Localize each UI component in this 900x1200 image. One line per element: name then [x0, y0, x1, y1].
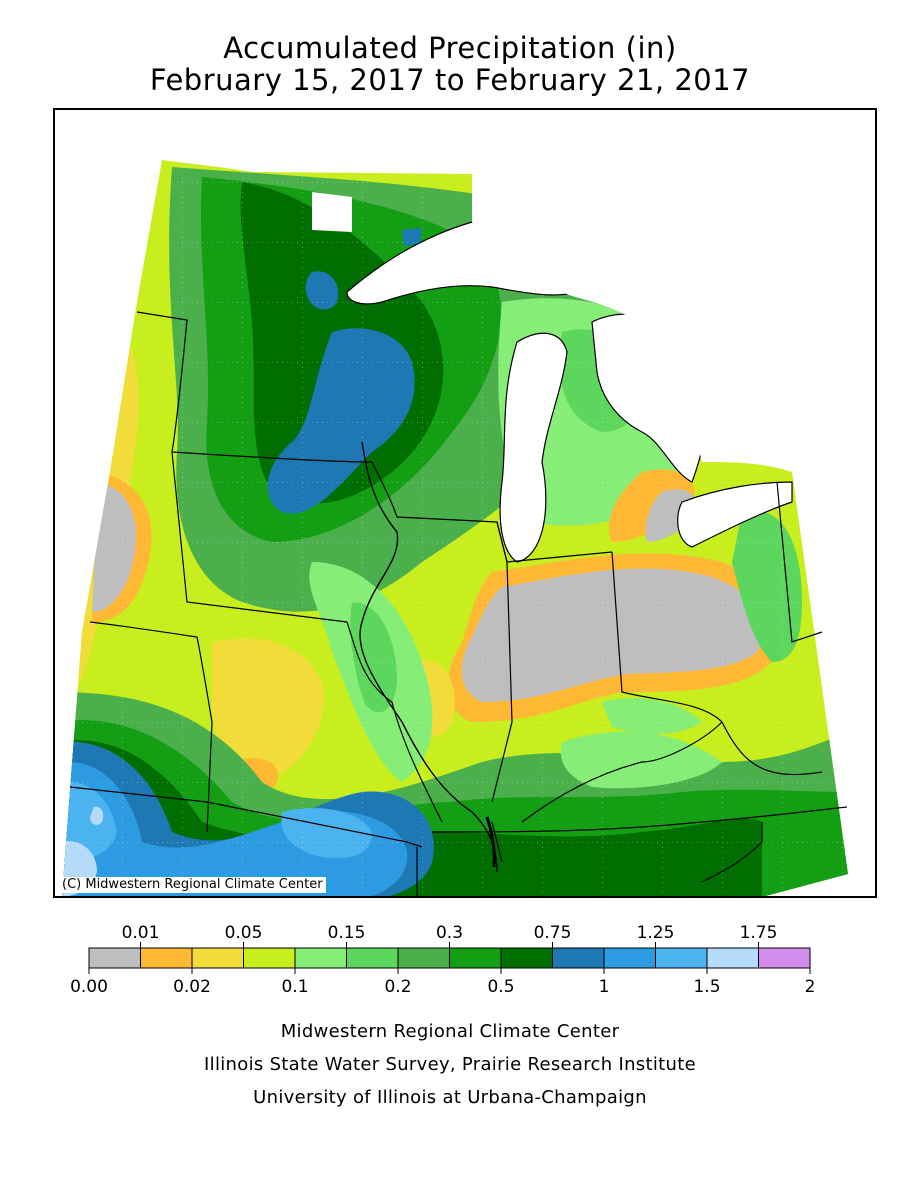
legend-bottom-label: 0.1	[281, 977, 308, 997]
legend-swatch	[655, 947, 708, 969]
precipitation-map: (C) Midwestern Regional Climate Center	[53, 108, 877, 898]
legend-swatch	[500, 947, 553, 969]
northwest-notch	[312, 192, 352, 232]
lake-michigan	[499, 332, 568, 563]
state-boundaries	[69, 311, 848, 896]
precipitation-map-svg	[62, 110, 875, 896]
footer-survey: Illinois State Water Survey, Prairie Res…	[204, 1054, 696, 1075]
legend-swatch	[603, 947, 656, 969]
legend-swatch	[397, 947, 450, 969]
legend-top-label: 1.75	[740, 923, 778, 943]
legend-top-label: 0.3	[436, 923, 463, 943]
footer: Midwestern Regional Climate Center Illin…	[0, 1015, 900, 1114]
legend-top-label: 0.01	[122, 923, 160, 943]
legend-bottom-label: 0.02	[173, 977, 211, 997]
ontario-land	[472, 142, 792, 472]
legend-bottom-label: 0.2	[384, 977, 411, 997]
footer-center: Midwestern Regional Climate Center	[280, 1021, 620, 1042]
legend-swatch	[552, 947, 605, 969]
map-title: Accumulated Precipitation (in)	[223, 31, 677, 65]
legend-swatch	[88, 947, 141, 969]
legend-swatch	[706, 947, 759, 969]
legend-top-label: 1.25	[637, 923, 675, 943]
legend-swatch	[758, 947, 811, 969]
color-legend: 0.01 0.05 0.15 0.3 0.75 1.25 1.75 0.00 0.02 0.1 0.…	[0, 920, 900, 1000]
legend-bottom-label: 0.00	[70, 977, 108, 997]
legend-swatch	[191, 947, 244, 969]
legend-swatch	[243, 947, 296, 969]
legend-swatch	[140, 947, 193, 969]
rivers	[359, 441, 498, 873]
legend-top-label: 0.05	[225, 923, 263, 943]
legend-bottom-label: 1.5	[693, 977, 720, 997]
great-lakes	[162, 110, 875, 563]
legend-top-label: 0.15	[328, 923, 366, 943]
footer-university: University of Illinois at Urbana-Champai…	[253, 1087, 647, 1108]
legend-swatch	[449, 947, 502, 969]
legend-bottom-label: 2	[805, 977, 816, 997]
legend-swatch	[294, 947, 347, 969]
map-date-range: February 15, 2017 to February 21, 2017	[149, 63, 751, 97]
legend-top-label: 0.75	[534, 923, 572, 943]
legend-svg: 0.01 0.05 0.15 0.3 0.75 1.25 1.75 0.00 0.02 0.1 0.…	[70, 923, 816, 997]
canada-land	[162, 110, 875, 174]
lake-erie	[677, 481, 793, 548]
legend-swatch	[346, 947, 399, 969]
legend-bottom-label: 1	[599, 977, 610, 997]
map-credit: (C) Midwestern Regional Climate Center	[59, 877, 326, 893]
legend-bottom-label: 0.5	[487, 977, 514, 997]
